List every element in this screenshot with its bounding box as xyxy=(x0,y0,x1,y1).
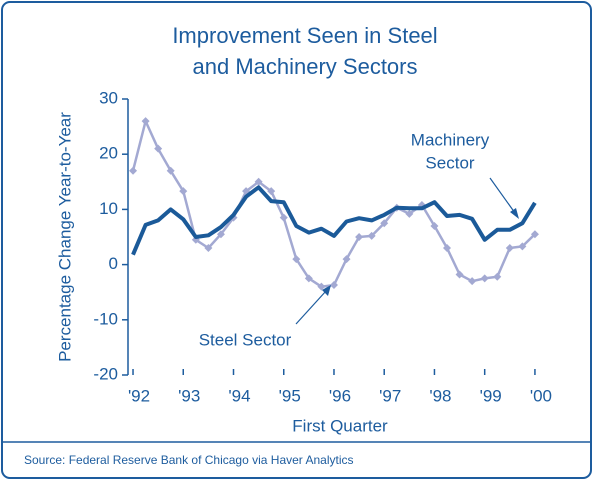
marker xyxy=(367,231,376,240)
marker xyxy=(468,277,477,286)
marker xyxy=(329,281,338,290)
marker xyxy=(455,270,464,279)
marker xyxy=(530,230,539,239)
y-tick-label: 20 xyxy=(99,144,118,163)
marker xyxy=(355,233,364,241)
x-tick-label: '94 xyxy=(228,386,250,405)
marker xyxy=(304,274,313,283)
series-line xyxy=(131,185,537,256)
x-axis-label: First Quarter xyxy=(292,416,388,435)
annotation-arrow xyxy=(295,290,327,325)
x-tick-label: '98 xyxy=(429,386,451,405)
marker xyxy=(493,272,502,281)
x-tick-label: '00 xyxy=(530,386,552,405)
annotation: Steel Sector xyxy=(199,330,292,349)
source: Source: Federal Reserve Bank of Chicago … xyxy=(24,453,354,467)
y-tick-label: 30 xyxy=(99,88,118,107)
annotation: Machinery xyxy=(411,130,490,149)
marker xyxy=(267,187,276,196)
marker xyxy=(204,244,213,253)
y-tick-label: 10 xyxy=(99,199,118,218)
marker xyxy=(166,166,175,175)
y-axis-label: Percentage Change Year-to-Year xyxy=(55,112,74,362)
marker xyxy=(141,117,150,126)
marker xyxy=(216,230,225,239)
marker xyxy=(443,244,452,253)
y-tick-label: -20 xyxy=(93,364,118,383)
annotation-arrow xyxy=(489,177,516,214)
marker xyxy=(254,177,263,186)
x-tick-label: '96 xyxy=(329,386,351,405)
marker xyxy=(129,166,138,175)
marker xyxy=(279,213,288,222)
marker xyxy=(480,274,489,283)
chart-title: and Machinery Sectors xyxy=(193,54,418,79)
x-tick-label: '92 xyxy=(128,386,150,405)
arrow-head xyxy=(510,208,519,219)
marker xyxy=(518,242,527,251)
x-tick-label: '95 xyxy=(279,386,301,405)
annotation: Sector xyxy=(425,153,474,172)
marker xyxy=(380,219,389,228)
marker xyxy=(154,144,163,153)
marker xyxy=(342,255,351,264)
marker xyxy=(405,209,414,218)
marker xyxy=(430,221,439,230)
x-tick-label: '97 xyxy=(379,386,401,405)
y-tick-label: -10 xyxy=(93,309,118,328)
marker xyxy=(317,282,326,291)
y-tick-label: 0 xyxy=(109,254,118,273)
chart-title: Improvement Seen in Steel xyxy=(172,23,437,48)
x-tick-label: '99 xyxy=(480,386,502,405)
x-tick-label: '93 xyxy=(178,386,200,405)
marker xyxy=(179,187,188,196)
marker xyxy=(505,244,514,253)
marker xyxy=(292,255,301,264)
arrow-head xyxy=(322,285,331,296)
